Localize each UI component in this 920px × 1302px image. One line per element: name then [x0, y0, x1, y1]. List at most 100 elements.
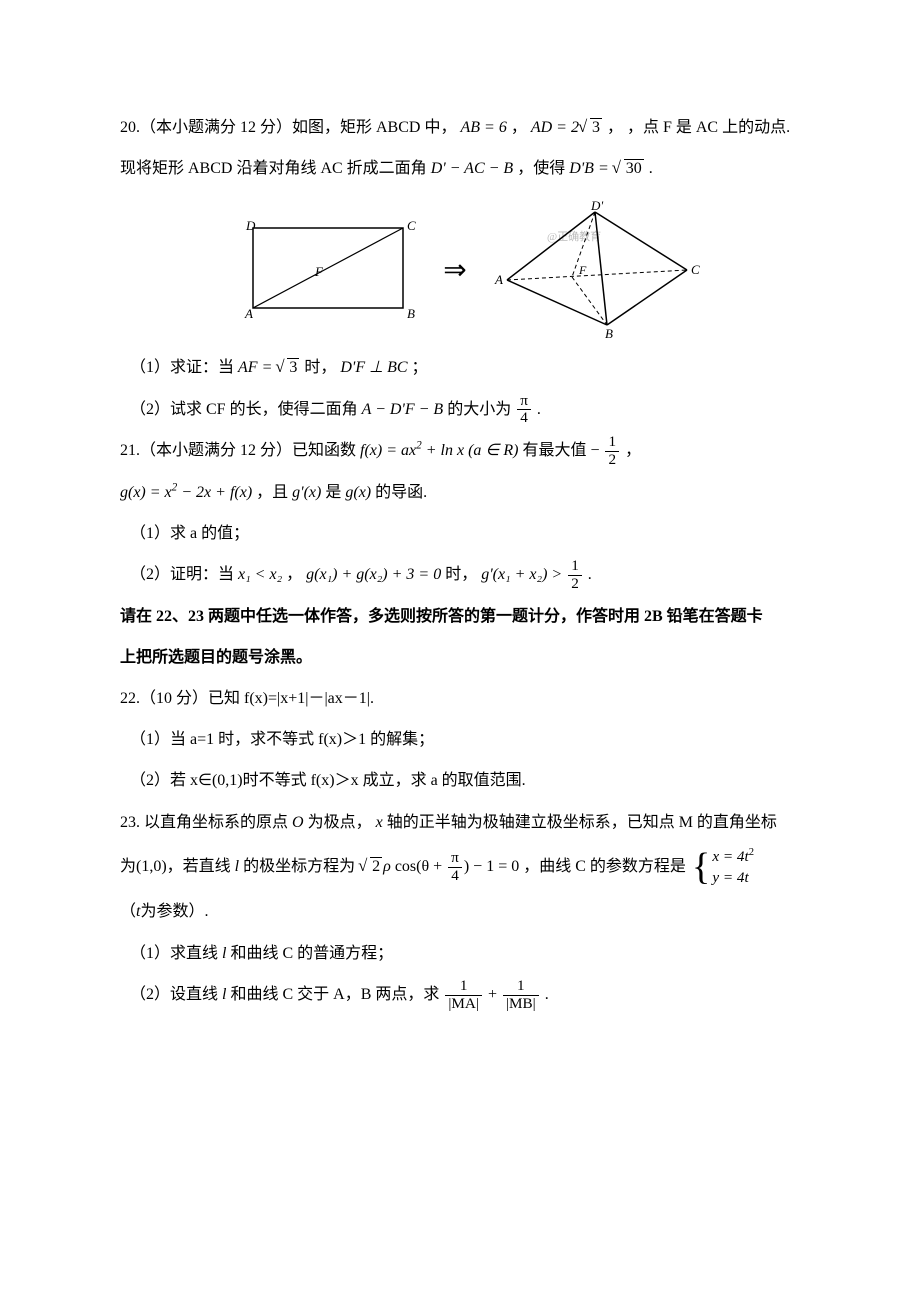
q23-frac2-num: 1: [503, 978, 539, 996]
q20-sep1b: ，: [607, 119, 623, 136]
q23-polar-after: ) − 1 = 0: [464, 858, 519, 875]
q23-part1-a: （1）求直线: [130, 945, 218, 962]
q23-line2: 为(1,0)，若直线 l 的极坐标方程为 2ρ cos(θ + π4) − 1 …: [120, 846, 810, 889]
fig-arrow: ⇒: [443, 240, 466, 302]
q20-part1-mid: 时，: [304, 359, 336, 376]
fig-left-A: A: [244, 306, 253, 321]
q21-part2: （2）证明：当 x₁ < x₂ ， g(x₁) + g(x₂) + 3 = 0 …: [120, 557, 810, 593]
q21-line2-a: g(x) = x: [120, 484, 172, 501]
q20-part1-perp: D'F ⊥ BC: [340, 359, 407, 376]
q20-intro-b: ，点 F 是 AC 上的动点.: [627, 119, 790, 136]
q23-part2-a: （2）设直线: [130, 986, 218, 1003]
q23-l-2: l: [222, 945, 226, 962]
q23-polar-rad: 2: [370, 857, 382, 875]
fig-left-F: F: [314, 264, 324, 279]
q20-part2-a: （2）试求 CF 的长，使得二面角: [130, 401, 358, 418]
q23-frac2: 1 |MB|: [503, 978, 539, 1012]
q21-part2-mid: 时，: [445, 566, 477, 583]
q23-intro-a: 23. 以直角坐标系的原点: [120, 814, 288, 831]
q23-polar-cos: cos(θ +: [395, 858, 446, 875]
q20-ad-sqrt: 3: [580, 110, 602, 145]
q20-ad-pre: AD = 2: [531, 119, 579, 136]
q23-line2-b: 的极坐标方程为: [243, 858, 355, 875]
q21-mid: 有最大值: [522, 442, 586, 459]
q20-line2-a: 现将矩形 ABCD 沿着对角线 AC 折成二面角: [120, 160, 427, 177]
q23-frac1-num: 1: [445, 978, 482, 996]
q23-plus: +: [488, 986, 501, 1003]
q21-part2-frac: 1 2: [568, 558, 582, 592]
fig-left-B: B: [407, 306, 415, 321]
q23-sys-x-sup: 2: [749, 847, 754, 858]
q20-part1-af-rad: 3: [287, 358, 299, 376]
q21-gx-def: g(x) = x2 − 2x + f(x): [120, 484, 256, 501]
q21-line2-gx: g(x): [345, 484, 371, 501]
q20-part2-tail: .: [537, 401, 541, 418]
q23-part1: （1）求直线 l 和曲线 C 的普通方程；: [120, 936, 810, 971]
q20-sep2: ，使得: [517, 160, 565, 177]
q21-half-den: 2: [605, 452, 619, 469]
q20-part2-mid: 的大小为: [447, 401, 511, 418]
q23-sys-y: y = 4t: [712, 867, 754, 888]
q20-part2-frac: π 4: [517, 393, 531, 427]
q20-ad: AD = 23: [531, 119, 607, 136]
q21-line2-d: 是: [325, 484, 341, 501]
q21-fx-a: f(x) = ax: [360, 442, 416, 459]
q23-line3-open: （: [120, 903, 136, 920]
q20-ab: AB = 6: [460, 119, 506, 136]
q21-line2-gpx: g'(x): [292, 484, 321, 501]
q23-frac1-den: |MA|: [445, 996, 482, 1013]
q23-line2-c: ，曲线 C 的参数方程是: [523, 858, 686, 875]
q21-part2-num: 1: [568, 558, 582, 576]
q20-part1-a: （1）求证：当: [130, 359, 234, 376]
q23-part2-b: 和曲线 C 交于 A，B 两点，求: [230, 986, 439, 1003]
q23-polar: 2ρ cos(θ + π4) − 1 = 0: [359, 858, 523, 875]
q23-part1-b: 和曲线 C 的普通方程；: [230, 945, 393, 962]
q21-neg: −: [590, 442, 599, 459]
q20-dprimeb-rad: 30: [624, 159, 644, 177]
q21-line2: g(x) = x2 − 2x + f(x) ，且 g'(x) 是 g(x) 的导…: [120, 475, 810, 510]
q22-part1: （1）当 a=1 时，求不等式 f(x)＞1 的解集；: [120, 722, 810, 757]
q20-part1-tail: ；: [412, 359, 428, 376]
q23-polar-frac-den: 4: [448, 868, 462, 885]
q21-line2-e: 的导函.: [375, 484, 427, 501]
q23-part2: （2）设直线 l 和曲线 C 交于 A，B 两点，求 1 |MA| + 1 |M…: [120, 977, 810, 1013]
note-line1: 请在 22、23 两题中任选一体作答，多选则按所答的第一题计分，作答时用 2B …: [120, 599, 810, 634]
q22-intro: 22.（10 分）已知 f(x)=|x+1|－|ax－1|.: [120, 681, 810, 716]
q20-dprimeb-sqrt: 30: [614, 151, 644, 186]
q20-tail: .: [649, 160, 653, 177]
q21-fx: f(x) = ax2 + ln x (a ∈ R): [360, 442, 522, 459]
q20-part2-frac-num: π: [517, 393, 531, 411]
q21-tail: ，: [625, 442, 641, 459]
q20-part1: （1）求证：当 AF = 3 时， D'F ⊥ BC ；: [120, 350, 810, 385]
q23-frac2-den: |MB|: [503, 996, 539, 1013]
q20-part1-af: AF = 3: [238, 359, 304, 376]
q21-part2-sum: g(x₁) + g(x₂) + 3 = 0: [306, 566, 441, 583]
q20-part1-af-pre: AF =: [238, 359, 272, 376]
q20-dihedral: D' − AC − B: [431, 160, 514, 177]
q23-system: { x = 4t2 y = 4t: [692, 846, 754, 889]
fig-left-C: C: [407, 218, 416, 233]
q21-part2-gp: g'(x₁ + x₂) >: [481, 566, 562, 583]
q20-sep1: ，: [511, 119, 527, 136]
q23-sys-x: x = 4t2: [712, 846, 754, 867]
note-line2: 上把所选题目的题号涂黑。: [120, 640, 810, 675]
q23-line1: 23. 以直角坐标系的原点 O 为极点， x 轴的正半轴为极轴建立极坐标系，已知…: [120, 805, 810, 840]
q23-polar-rho: ρ: [383, 858, 391, 875]
q20-line1: 20.（本小题满分 12 分）如图，矩形 ABCD 中， AB = 6 ， AD…: [120, 110, 810, 145]
q20-part2-frac-den: 4: [517, 410, 531, 427]
q21-fx-b: + ln x (a ∈ R): [422, 442, 519, 459]
q21-part2-sep1: ，: [286, 566, 302, 583]
q21-part2-den: 2: [568, 576, 582, 593]
q23-line3-b: 为参数）.: [140, 903, 208, 920]
q21-part1: （1）求 a 的值；: [120, 516, 810, 551]
q20-figure-right: @正确教育 D' A C B F: [487, 200, 707, 340]
q23-system-lines: x = 4t2 y = 4t: [712, 846, 754, 889]
q20-figure-left: D C A B F: [223, 210, 423, 330]
q23-brace: {: [692, 846, 712, 889]
q20-dprimeb: D'B = 30: [569, 160, 649, 177]
q23-line3: （t为参数）.: [120, 894, 810, 929]
q23-intro-b: 为极点，: [308, 814, 372, 831]
q21-part2-tail: .: [588, 566, 592, 583]
fig-right-Dp: D': [590, 200, 603, 213]
q21-half: 1 2: [605, 434, 619, 468]
